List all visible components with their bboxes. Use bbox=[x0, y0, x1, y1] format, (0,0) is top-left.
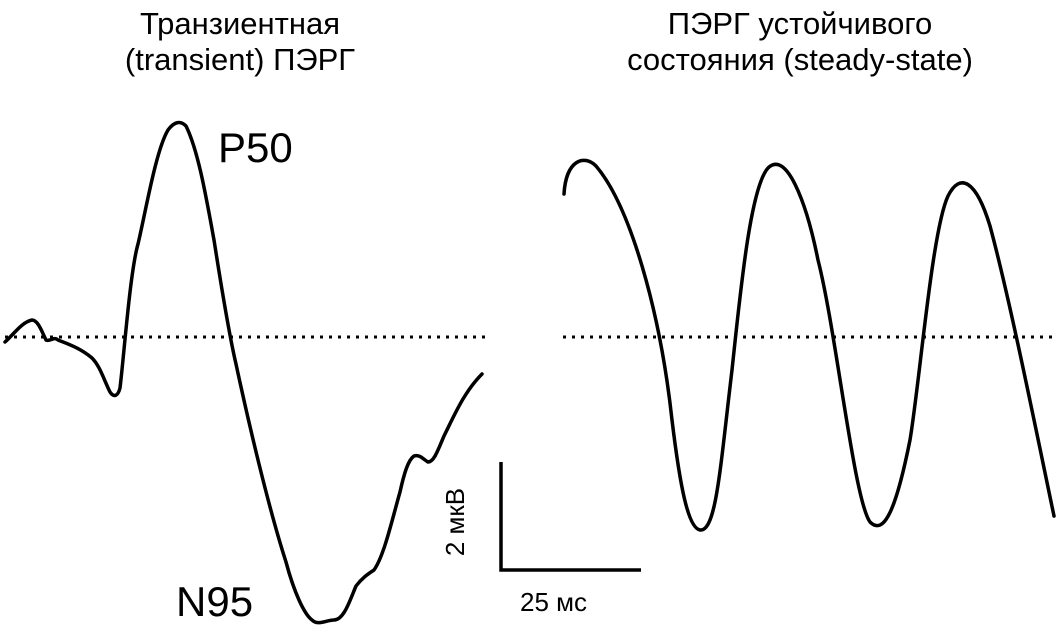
transient-title-line1: Транзиентная bbox=[139, 6, 341, 41]
transient-perg-title: Транзиентная (transient) ПЭРГ bbox=[40, 6, 440, 78]
scale-amplitude-label: 2 мкВ bbox=[440, 487, 470, 557]
transient-title-line2: (transient) ПЭРГ bbox=[124, 42, 356, 77]
scale-bar bbox=[499, 462, 641, 572]
transient-waveform bbox=[3, 120, 484, 625]
steady-state-perg-title: ПЭРГ устойчивого состояния (steady-state… bbox=[560, 6, 1040, 78]
steady-title-line1: ПЭРГ устойчивого bbox=[667, 6, 933, 41]
steady-state-waveform bbox=[562, 158, 1056, 532]
scale-time-label: 25 мс bbox=[520, 587, 588, 617]
steady-title-line2: состояния (steady-state) bbox=[627, 42, 973, 77]
p50-peak-label: P50 bbox=[218, 124, 293, 171]
n95-peak-label: N95 bbox=[176, 578, 254, 625]
